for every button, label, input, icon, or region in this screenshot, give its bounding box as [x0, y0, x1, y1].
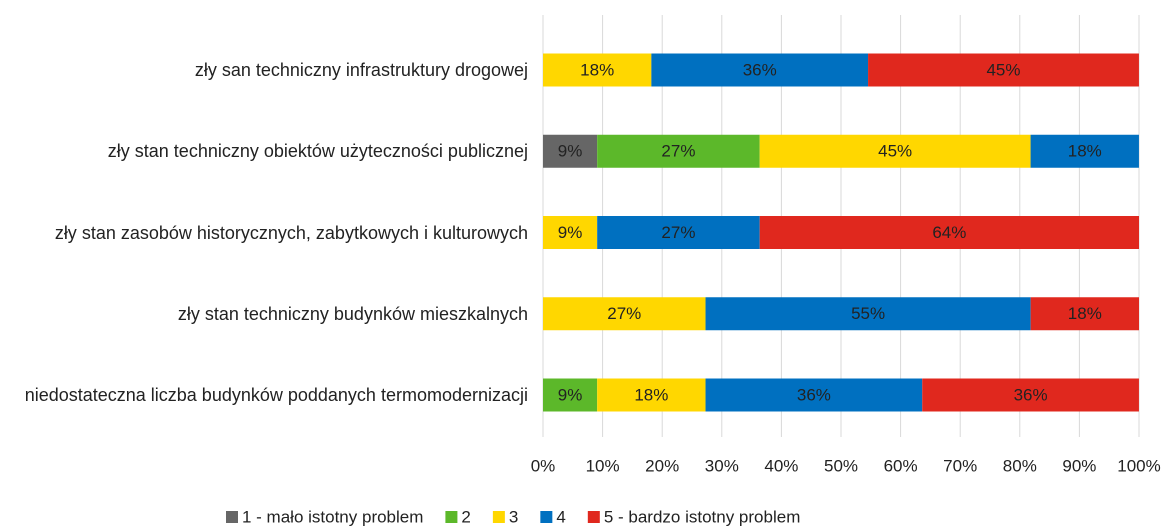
- bar-segment: [1030, 297, 1139, 331]
- data-label: 18%: [580, 60, 614, 79]
- bar-segment: [597, 378, 706, 412]
- bar-segment: [1030, 134, 1139, 168]
- legend-label: 1 - mało istotny problem: [242, 507, 423, 526]
- legend-swatch: [492, 511, 505, 523]
- bar-segment: [651, 53, 869, 87]
- data-label: 36%: [743, 60, 777, 79]
- bar-segment: [543, 134, 598, 168]
- data-label: 64%: [932, 223, 966, 242]
- data-label: 9%: [558, 385, 583, 404]
- legend-swatch: [226, 511, 238, 523]
- data-label: 27%: [607, 304, 641, 323]
- bar-segment: [705, 297, 1031, 331]
- x-tick-label: 30%: [705, 456, 739, 475]
- bar-segment: [543, 53, 652, 87]
- bar-segment: [705, 378, 923, 412]
- x-tick-label: 100%: [1117, 456, 1160, 475]
- legend-swatch: [540, 511, 553, 523]
- category-label: zły stan techniczny obiektów użytecznośc…: [107, 141, 528, 162]
- x-tick-label: 0%: [531, 456, 556, 475]
- bar-segment: [543, 216, 598, 249]
- bar-segment: [759, 216, 1139, 249]
- data-label: 45%: [878, 142, 912, 161]
- x-tick-label: 90%: [1062, 456, 1096, 475]
- legend-swatch: [587, 511, 600, 523]
- bar-segment: [597, 216, 760, 249]
- bar-segment: [597, 134, 760, 168]
- bar-segment: [759, 134, 1031, 168]
- data-label: 18%: [634, 385, 668, 404]
- data-label: 36%: [1014, 385, 1048, 404]
- category-label: zły stan zasobów historycznych, zabytkow…: [54, 222, 528, 243]
- data-label: 18%: [1068, 304, 1102, 323]
- bar-segment: [543, 378, 598, 412]
- bar-segment: [922, 378, 1139, 412]
- data-label: 9%: [558, 142, 583, 161]
- x-tick-label: 70%: [943, 456, 977, 475]
- category-label: zły stan techniczny budynków mieszkalnyc…: [177, 303, 528, 324]
- bar-segment: [868, 53, 1139, 87]
- data-label: 55%: [851, 304, 885, 323]
- x-tick-label: 10%: [586, 456, 620, 475]
- data-label: 36%: [797, 385, 831, 404]
- legend-swatch: [445, 511, 458, 523]
- data-label: 18%: [1068, 142, 1102, 161]
- data-label: 27%: [661, 142, 695, 161]
- x-tick-label: 50%: [824, 456, 858, 475]
- x-tick-label: 40%: [764, 456, 798, 475]
- category-label: zły san techniczny infrastruktury drogow…: [194, 60, 528, 80]
- x-tick-label: 60%: [884, 456, 918, 475]
- x-tick-label: 80%: [1003, 456, 1037, 475]
- legend-label: 3: [509, 507, 518, 526]
- category-label: niedostateczna liczba budynków poddanych…: [24, 385, 528, 405]
- legend-label: 5 - bardzo istotny problem: [604, 507, 801, 526]
- data-label: 27%: [661, 223, 695, 242]
- legend-label: 4: [556, 507, 565, 526]
- bar-segment: [543, 297, 706, 331]
- legend-label: 2: [461, 507, 470, 526]
- data-label: 45%: [986, 60, 1020, 79]
- x-tick-label: 20%: [645, 456, 679, 475]
- data-label: 9%: [558, 223, 583, 242]
